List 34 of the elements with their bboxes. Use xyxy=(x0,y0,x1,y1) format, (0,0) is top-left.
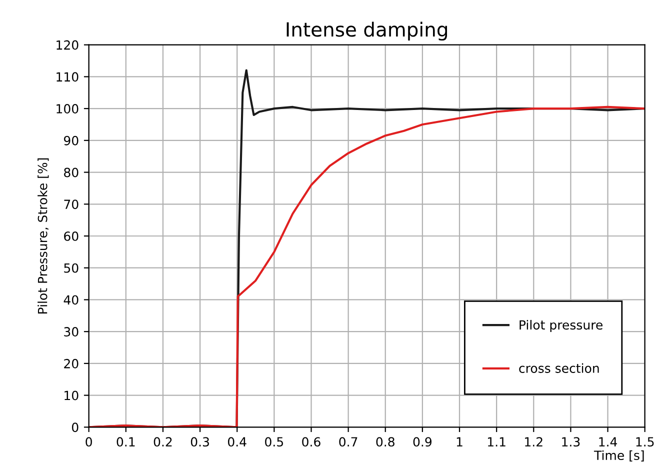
x-tick-label: 1 xyxy=(456,437,462,446)
x-axis-title: Time [s] xyxy=(594,450,644,462)
y-tick-label: 60 xyxy=(64,231,78,241)
x-tick-label: 0.7 xyxy=(339,437,358,447)
y-tick-label: 120 xyxy=(56,40,78,50)
legend-label: cross section xyxy=(519,363,599,373)
x-tick-label: 1.5 xyxy=(636,437,654,447)
y-tick-label: 30 xyxy=(64,327,78,337)
y-tick-label: 10 xyxy=(64,390,78,400)
y-axis-title: Pilot Pressure, Stroke [%] xyxy=(38,158,49,314)
y-tick-label: 70 xyxy=(64,200,78,210)
y-tick-label: 0 xyxy=(72,422,78,432)
y-tick-label: 20 xyxy=(64,358,78,368)
x-tick-label: 0.8 xyxy=(376,437,394,447)
x-tick-label: 1.3 xyxy=(562,437,580,447)
y-tick-label: 110 xyxy=(56,72,78,82)
x-tick-label: 0.4 xyxy=(228,437,246,447)
y-tick-label: 50 xyxy=(64,263,78,273)
x-tick-label: 0 xyxy=(86,437,92,447)
x-tick-label: 0.2 xyxy=(154,437,172,447)
y-tick-label: 100 xyxy=(56,104,78,114)
x-tick-label: 1.1 xyxy=(488,437,506,446)
legend-label: Pilot pressure xyxy=(520,320,602,332)
x-tick-label: 1.4 xyxy=(599,437,618,446)
x-tick-label: 1.2 xyxy=(525,437,542,446)
x-tick-label: 0.5 xyxy=(265,437,284,447)
y-tick-label: 90 xyxy=(64,136,78,146)
y-tick-label: 80 xyxy=(64,168,78,178)
chart-title: Intense damping xyxy=(286,22,447,41)
y-tick-label: 40 xyxy=(64,295,78,305)
x-tick-label: 0.1 xyxy=(116,437,135,447)
x-tick-label: 0.6 xyxy=(302,437,320,447)
x-tick-label: 0.9 xyxy=(413,437,432,447)
x-tick-label: 0.3 xyxy=(190,437,209,447)
